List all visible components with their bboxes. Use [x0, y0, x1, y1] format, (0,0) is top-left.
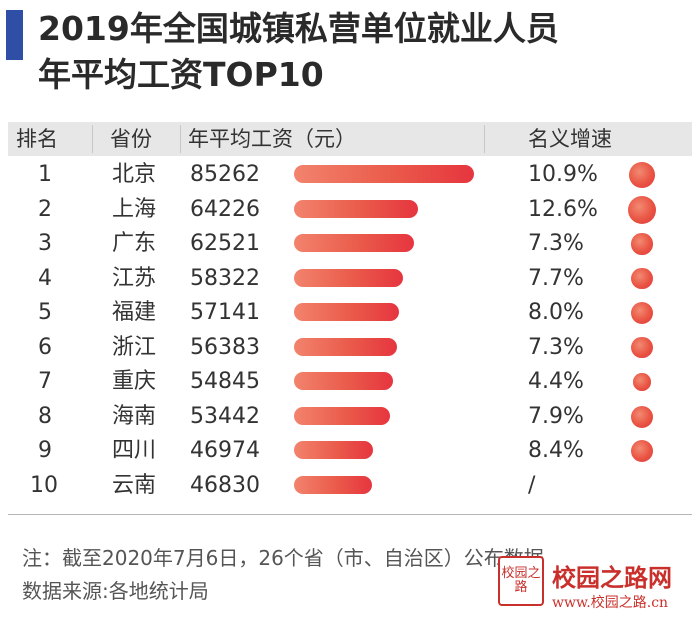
table-row: 9 四川 46974 8.4%: [8, 434, 692, 468]
growth-label: 7.3%: [528, 334, 584, 360]
title-accent-bar: [6, 10, 23, 60]
growth-label: 10.9%: [528, 162, 598, 187]
watermark-seal-icon: 校园之路: [498, 556, 544, 606]
data-source: 数据来源:各地统计局: [22, 579, 209, 603]
wage-value-label: 54845: [190, 369, 260, 394]
wage-bar: [294, 372, 394, 390]
wage-value-label: 58322: [190, 265, 260, 291]
rank-label: 7: [38, 369, 52, 394]
rank-label: 10: [30, 472, 58, 498]
wage-value-label: 56383: [190, 334, 260, 360]
province-label: 四川: [112, 438, 157, 463]
watermark-name: 校园之路网: [552, 563, 672, 592]
growth-dot: [631, 336, 653, 359]
table-row: 3 广东 62521 7.3%: [8, 227, 692, 261]
header-province: 省份: [110, 127, 152, 151]
wage-value-label: 62521: [190, 231, 260, 256]
chart-title-line1: 2019年全国城镇私营单位就业人员: [38, 9, 559, 48]
growth-label: /: [528, 472, 536, 498]
wage-bar: [294, 475, 373, 494]
wage-bar: [294, 234, 414, 252]
growth-label: 4.4%: [528, 369, 584, 394]
rank-label: 8: [38, 403, 52, 429]
rank-label: 6: [38, 334, 52, 360]
chart-title-line2: 年平均工资TOP10: [38, 55, 324, 94]
province-label: 福建: [112, 300, 157, 325]
growth-label: 7.9%: [528, 403, 584, 429]
table-row: 8 海南 53442 7.9%: [8, 400, 692, 434]
table-header: 排名 省份 年平均工资（元） 名义增速: [8, 122, 692, 156]
wage-value-label: 46830: [190, 472, 260, 498]
header-divider: [484, 125, 485, 153]
footnote: 注：截至2020年7月6日，26个省（市、自治区）公布数据: [22, 546, 544, 570]
province-label: 重庆: [112, 369, 157, 394]
rank-label: 5: [38, 300, 52, 325]
header-rank: 排名: [16, 127, 58, 151]
province-label: 江苏: [112, 265, 157, 291]
wage-bar: [294, 165, 474, 183]
growth-dot: [630, 301, 654, 325]
growth-dot: [629, 162, 655, 188]
growth-dot: [630, 439, 654, 463]
growth-label: 7.7%: [528, 265, 584, 291]
rank-label: 9: [38, 438, 52, 463]
table-row: 5 福建 57141 8.0%: [8, 296, 692, 330]
wage-bar: [294, 303, 400, 321]
header-divider: [180, 125, 181, 153]
province-label: 海南: [112, 403, 157, 429]
growth-dot: [631, 233, 653, 255]
wage-value-label: 57141: [190, 300, 260, 325]
wage-bar: [294, 199, 419, 218]
watermark-url: www.校园之路.cn: [552, 595, 669, 611]
table-row: 1 北京 85262 10.9%: [8, 158, 692, 192]
growth-label: 8.0%: [528, 300, 584, 325]
province-label: 北京: [112, 162, 157, 187]
growth-label: 7.3%: [528, 231, 584, 256]
wage-value-label: 53442: [190, 403, 260, 429]
wage-bar: [294, 406, 390, 425]
growth-label: 8.4%: [528, 438, 584, 463]
province-label: 浙江: [112, 334, 157, 360]
province-label: 广东: [112, 231, 157, 256]
header-growth: 名义增速: [528, 127, 612, 151]
growth-dot: [633, 373, 651, 391]
rank-label: 4: [38, 265, 52, 291]
growth-label: 12.6%: [528, 196, 598, 222]
table-row: 7 重庆 54845 4.4%: [8, 365, 692, 399]
growth-dot: [631, 267, 653, 290]
growth-dot: [628, 195, 656, 224]
wage-bar: [294, 441, 373, 459]
rank-label: 3: [38, 231, 52, 256]
table-row: 2 上海 64226 12.6%: [8, 193, 692, 227]
province-label: 云南: [112, 472, 157, 498]
watermark-seal-text: 校园之路: [501, 566, 541, 595]
table-row: 6 浙江 56383 7.3%: [8, 331, 692, 365]
wage-value-label: 85262: [190, 162, 260, 187]
province-label: 上海: [112, 196, 157, 222]
wage-bar: [294, 337, 398, 356]
header-divider: [92, 125, 93, 153]
growth-dot: [631, 405, 653, 428]
table-row: 10 云南 46830 /: [8, 469, 692, 503]
wage-value-label: 64226: [190, 196, 260, 222]
wage-value-label: 46974: [190, 438, 260, 463]
rank-label: 1: [38, 162, 52, 187]
table-row: 4 江苏 58322 7.7%: [8, 262, 692, 296]
wage-bar: [294, 268, 403, 287]
rank-label: 2: [38, 196, 52, 222]
table-bottom-rule: [8, 514, 692, 515]
header-wage: 年平均工资（元）: [188, 127, 356, 151]
